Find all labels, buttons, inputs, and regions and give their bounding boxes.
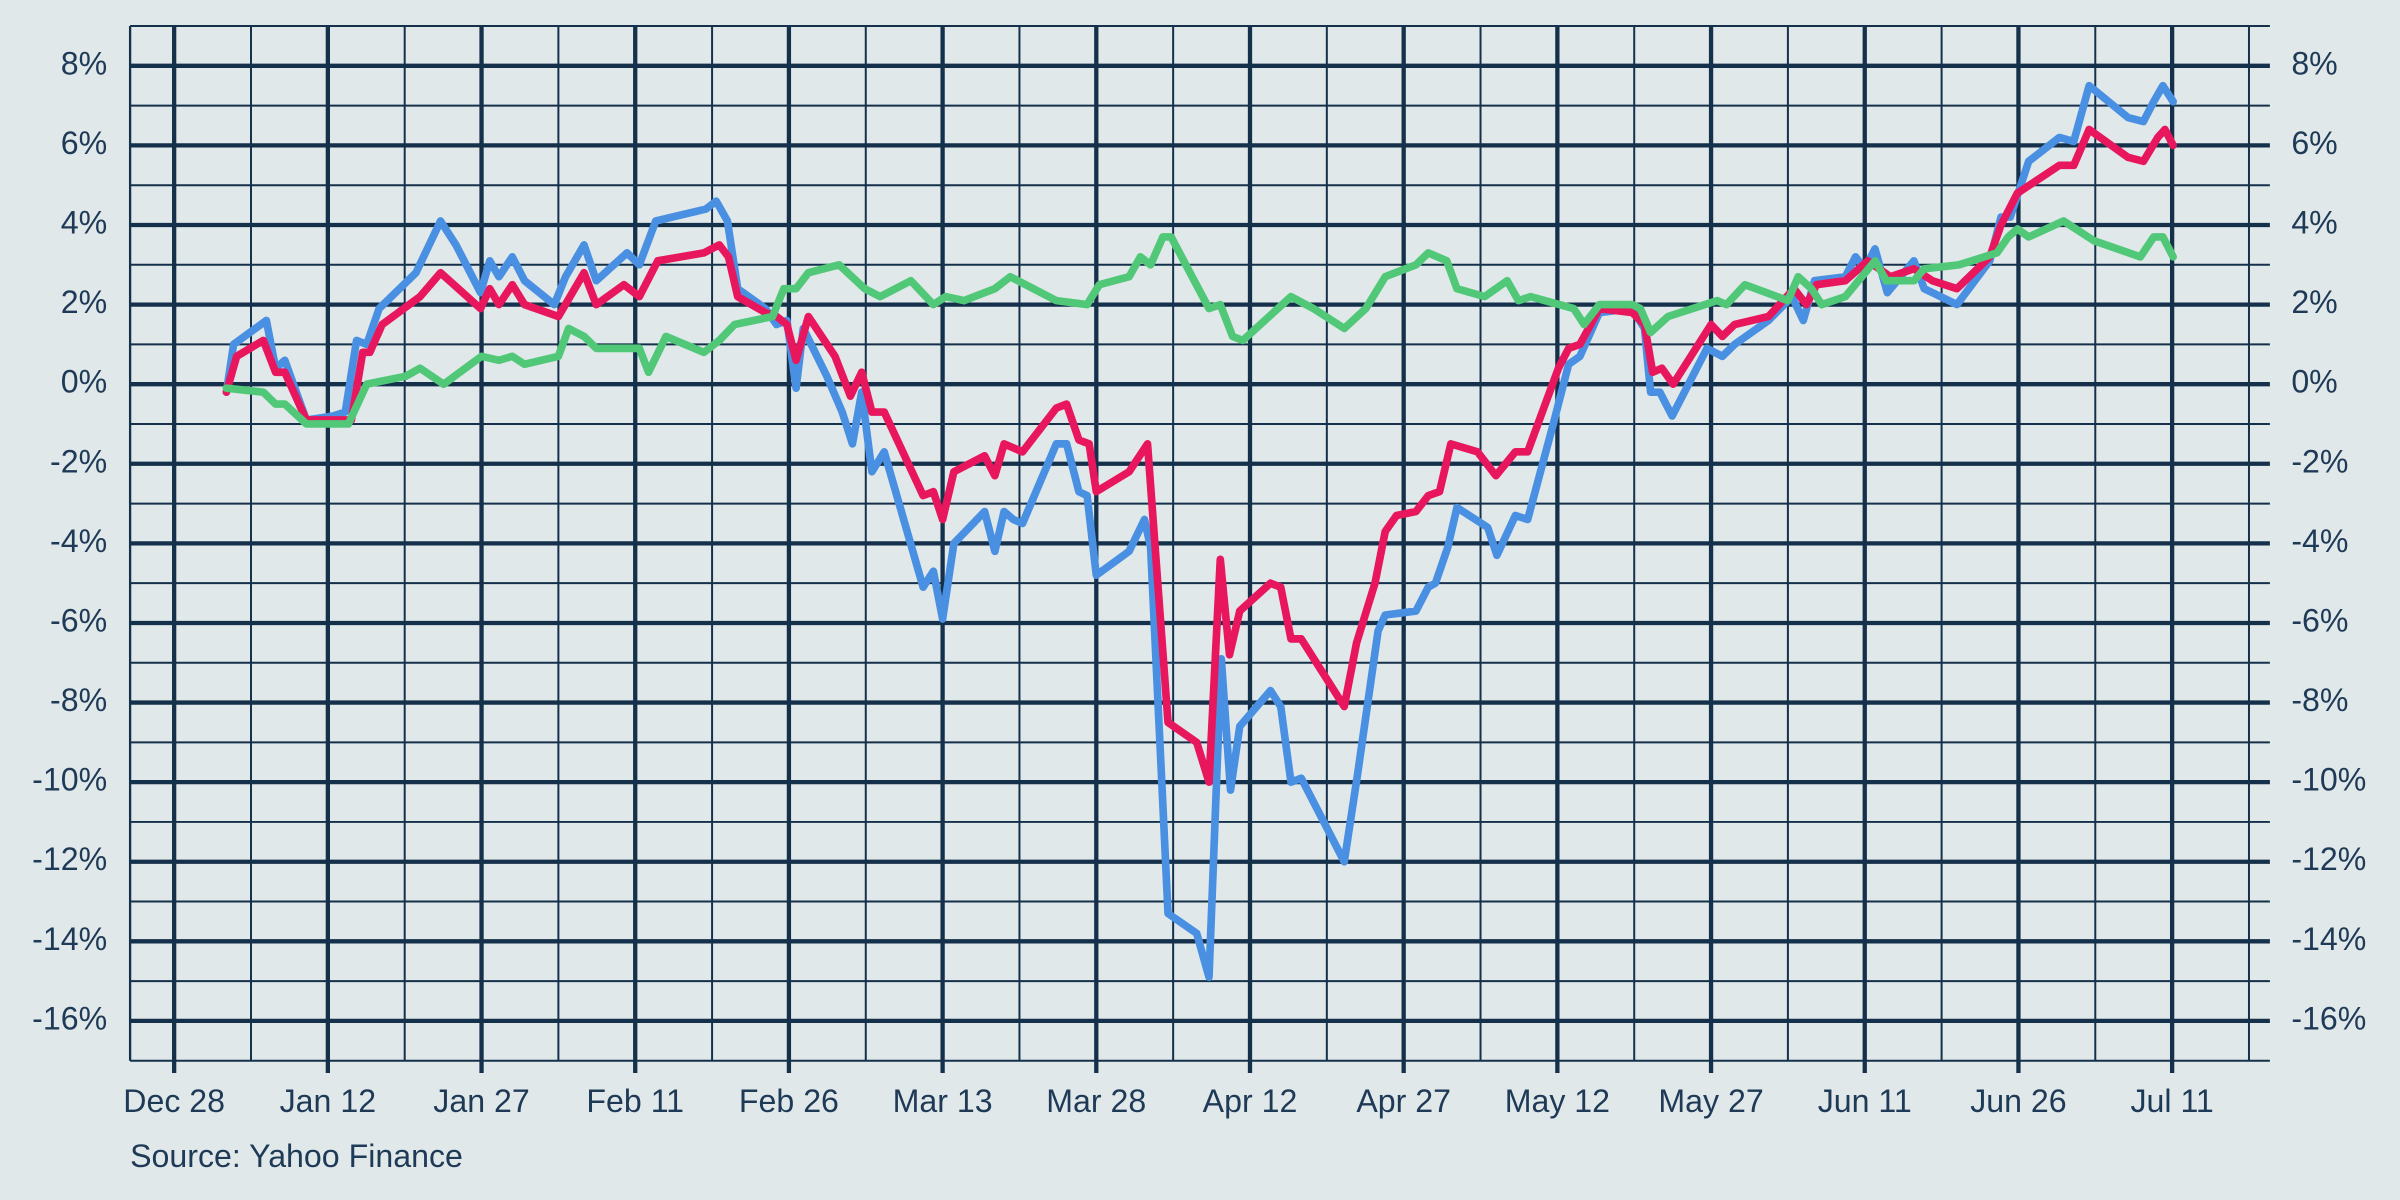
x-tick-label: Apr 27 [1356,1083,1451,1119]
x-tick-label: May 27 [1658,1083,1763,1119]
y2-tick-label: 4% [2291,204,2337,240]
x-tick-label: Apr 12 [1203,1083,1298,1119]
grid [128,25,2270,1073]
series-line [222,217,2177,428]
y-tick-label: -6% [50,602,107,638]
x-tick-label: Jan 27 [433,1083,529,1119]
y2-tick-label: -16% [2291,1000,2366,1036]
x-tick-label: Feb 11 [586,1083,684,1119]
labels: 8% 8% 6% 6% 4% 4% 2% 2% 0% 0% -2% -2% -4% -4% -6% -6% -8… [32,45,2366,1119]
y-tick-label: -8% [50,682,107,718]
y2-tick-label: -10% [2291,762,2366,798]
y-tick-label: -2% [50,443,107,479]
y-tick-label: -4% [50,523,107,559]
y2-tick-label: -2% [2291,443,2348,479]
y-tick-label: -16% [32,1000,107,1036]
y2-tick-label: -8% [2291,682,2348,718]
y2-tick-label: 0% [2291,364,2337,400]
series-line [222,125,2177,786]
y-tick-label: -10% [32,762,107,798]
y-tick-label: 4% [61,204,107,240]
x-tick-label: Mar 13 [893,1083,993,1119]
y-tick-label: -14% [32,921,107,957]
y-tick-label: 8% [61,45,107,81]
y-tick-label: 6% [61,125,107,161]
x-tick-label: Feb 26 [739,1083,839,1119]
y-tick-label: -12% [32,841,107,877]
x-tick-label: Mar 28 [1046,1083,1146,1119]
y2-tick-label: 8% [2291,45,2337,81]
x-tick-label: Dec 28 [123,1083,225,1119]
y2-tick-label: -14% [2291,921,2366,957]
y-tick-label: 0% [61,364,107,400]
y2-tick-label: 2% [2291,284,2337,320]
series-line [222,81,2177,981]
y2-tick-label: -4% [2291,523,2348,559]
y2-tick-label: -6% [2291,602,2348,638]
y2-tick-label: -12% [2291,841,2366,877]
x-tick-label: Jan 12 [280,1083,376,1119]
y2-tick-label: 6% [2291,125,2337,161]
y-tick-label: 2% [61,284,107,320]
x-tick-label: May 12 [1505,1083,1610,1119]
x-tick-label: Jun 11 [1818,1083,1912,1119]
source-note: Source: Yahoo Finance [130,1138,463,1174]
x-tick-label: Jun 26 [1970,1083,2066,1119]
plot-lines [222,81,2177,981]
x-tick-label: Jul 11 [2130,1083,2213,1119]
